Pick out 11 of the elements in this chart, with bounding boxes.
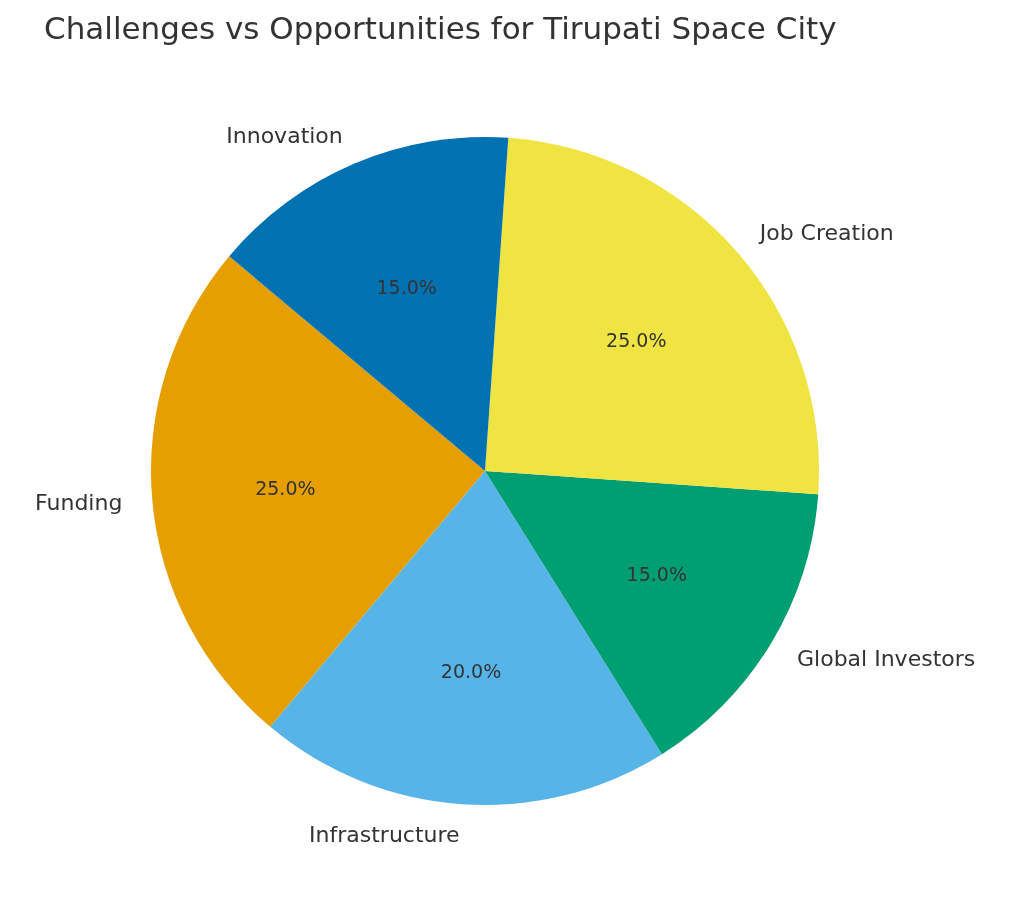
slice-label: Funding — [35, 490, 123, 516]
chart-title: Challenges vs Opportunities for Tirupati Space City — [44, 9, 837, 46]
data-label: 25.0% — [255, 477, 316, 500]
slice-label: Innovation — [226, 123, 343, 149]
data-label: 15.0% — [376, 275, 437, 298]
slice-label: Global Investors — [797, 645, 976, 671]
slice-label: Infrastructure — [309, 821, 460, 847]
data-label: 25.0% — [606, 328, 667, 351]
slice-label: Job Creation — [757, 219, 894, 245]
data-label: 15.0% — [626, 563, 687, 586]
data-label: 20.0% — [440, 659, 502, 682]
